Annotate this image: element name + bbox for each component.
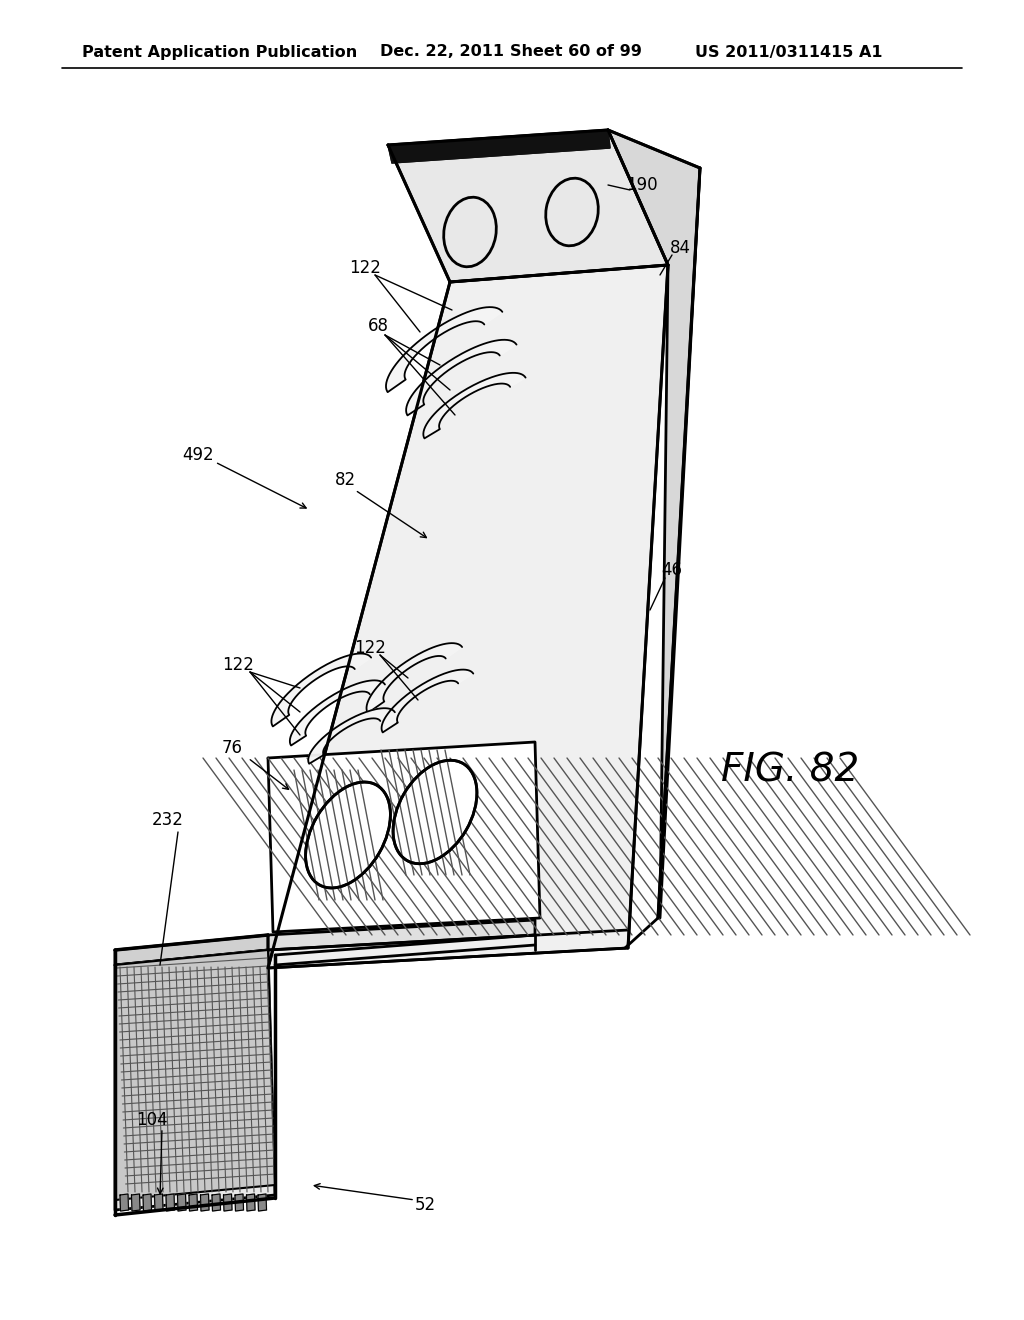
Text: 104: 104 [136,1111,168,1129]
Polygon shape [120,1195,128,1210]
Polygon shape [115,950,275,1200]
Polygon shape [388,129,668,282]
Ellipse shape [393,760,477,863]
Polygon shape [382,669,473,733]
Polygon shape [386,308,503,392]
Polygon shape [271,653,371,726]
Text: Dec. 22, 2011: Dec. 22, 2011 [380,45,504,59]
Text: 68: 68 [368,317,388,335]
Polygon shape [212,1195,220,1210]
Polygon shape [388,129,610,162]
Text: Patent Application Publication: Patent Application Publication [82,45,357,59]
Text: 122: 122 [354,639,386,657]
Polygon shape [143,1195,152,1210]
Polygon shape [367,643,462,713]
Polygon shape [177,1195,186,1210]
Text: 492: 492 [182,446,214,465]
Polygon shape [189,1195,198,1210]
Polygon shape [268,742,540,932]
Polygon shape [423,372,525,438]
Text: US 2011/0311415 A1: US 2011/0311415 A1 [695,45,883,59]
Text: 46: 46 [662,561,683,579]
Text: FIG. 82: FIG. 82 [721,751,859,789]
Text: 84: 84 [670,239,690,257]
Polygon shape [166,1195,174,1210]
Polygon shape [290,680,385,746]
Ellipse shape [305,781,390,888]
Polygon shape [407,339,516,416]
Polygon shape [115,950,275,1210]
Polygon shape [155,1195,163,1210]
Text: 122: 122 [349,259,381,277]
Polygon shape [223,1195,232,1210]
Text: 190: 190 [627,176,657,194]
Polygon shape [608,129,700,917]
Polygon shape [268,920,535,950]
Polygon shape [201,1195,209,1210]
Ellipse shape [443,197,497,267]
Polygon shape [247,1195,255,1210]
Polygon shape [115,935,268,965]
Text: 232: 232 [152,810,184,829]
Text: Sheet 60 of 99: Sheet 60 of 99 [510,45,642,59]
Text: 76: 76 [221,739,243,756]
Polygon shape [308,709,395,764]
Polygon shape [268,265,668,968]
Ellipse shape [546,178,598,246]
Text: 122: 122 [222,656,254,675]
Polygon shape [234,1195,244,1210]
Text: 52: 52 [415,1196,435,1214]
Polygon shape [131,1195,140,1210]
Text: 82: 82 [335,471,355,488]
Polygon shape [258,1195,266,1210]
